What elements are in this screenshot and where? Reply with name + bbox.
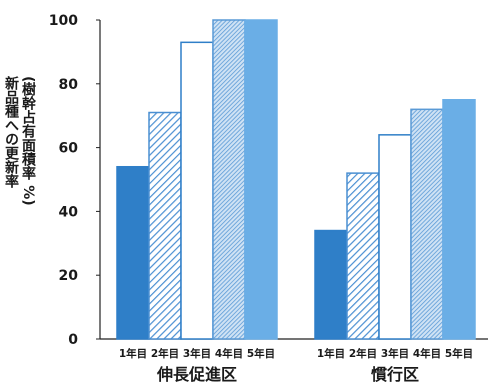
group-label: 慣行区	[370, 365, 419, 383]
x-tick-label: 4年目	[413, 347, 441, 360]
x-tick-label: 5年目	[445, 347, 473, 360]
bar	[212, 19, 246, 340]
x-tick-label: 1年目	[317, 347, 345, 360]
x-tick-label: 1年目	[119, 347, 147, 360]
bar	[180, 41, 214, 340]
x-tick-label: 2年目	[151, 347, 179, 360]
y-tick-label: 40	[59, 204, 79, 220]
bar	[244, 19, 278, 340]
labels: 0 20 40 60 80 100 (樹幹占有面積率 %)新品種への更新率 1年目 2年目 3年目…	[3, 13, 473, 384]
bar	[410, 108, 444, 340]
y-tick-label: 20	[59, 268, 79, 284]
y-axis-label: (樹幹占有面積率 %)	[20, 76, 37, 206]
x-tick-label: 4年目	[215, 347, 243, 360]
bar	[346, 172, 380, 340]
bar	[378, 134, 412, 340]
y-axis-label: 新品種への更新率	[3, 75, 19, 189]
x-tick-label: 3年目	[381, 347, 409, 360]
y-tick-label: 0	[68, 332, 78, 348]
x-tick-label: 5年目	[247, 347, 275, 360]
bar	[442, 99, 476, 340]
bar	[116, 165, 150, 340]
group-label: 伸長促進区	[156, 365, 237, 383]
x-tick-label: 2年目	[349, 347, 377, 360]
y-tick-label: 60	[59, 141, 79, 157]
y-tick-label: 80	[59, 77, 79, 93]
bar	[148, 111, 182, 340]
bars	[116, 19, 476, 340]
y-tick-label: 100	[49, 13, 78, 29]
x-tick-label: 3年目	[183, 347, 211, 360]
bar	[314, 229, 348, 340]
